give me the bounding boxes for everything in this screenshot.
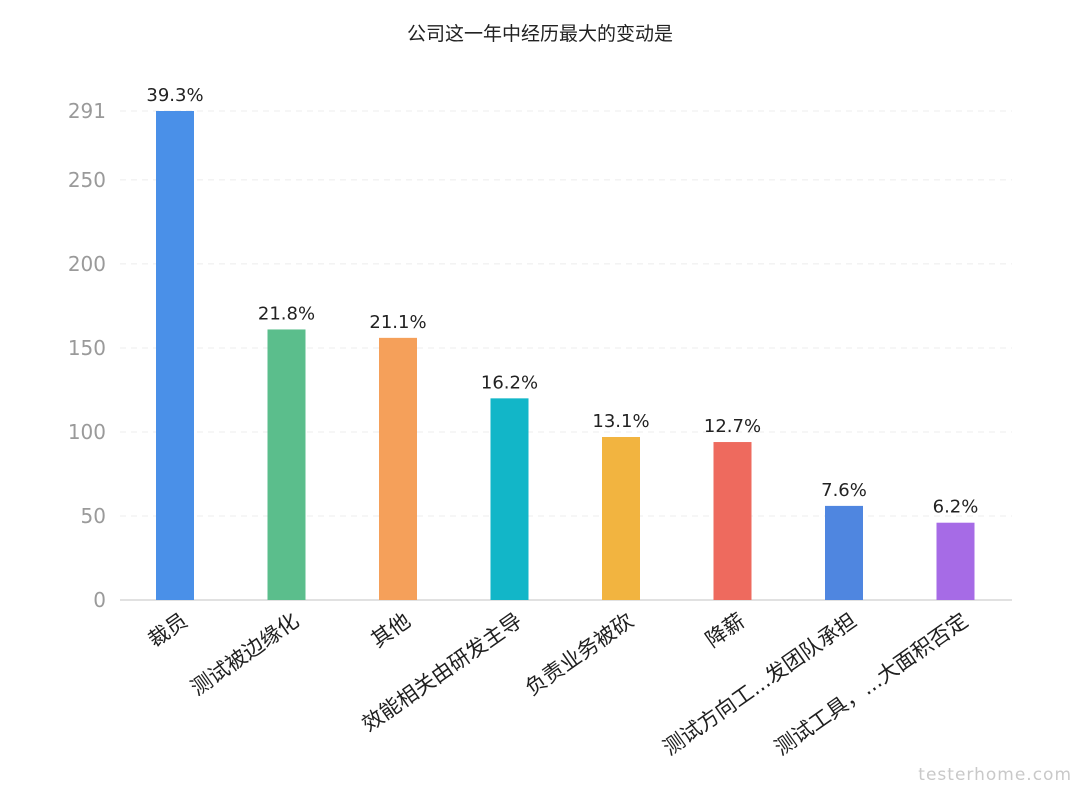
bar	[156, 111, 194, 600]
bar	[267, 329, 306, 600]
bar	[490, 398, 529, 600]
bar	[602, 437, 640, 600]
data-label: 21.8%	[258, 303, 315, 324]
y-tick-label: 50	[81, 504, 106, 528]
y-tick-label: 150	[68, 336, 106, 360]
data-label: 13.1%	[592, 411, 649, 432]
data-label: 16.2%	[481, 372, 538, 393]
data-label: 39.3%	[146, 85, 203, 106]
bars	[156, 111, 975, 600]
gridlines	[120, 110, 1012, 517]
x-tick-label: 测试工具，...大面积否定	[770, 608, 972, 760]
bar	[379, 337, 417, 600]
x-tick-label: 其他	[367, 608, 415, 652]
bar	[825, 505, 863, 600]
x-tick-label: 负责业务被砍	[521, 608, 638, 700]
chart-title: 公司这一年中经历最大的变动是	[407, 23, 673, 45]
y-tick-label: 200	[68, 252, 106, 276]
y-axis: 0 50 100 150 200 250 291	[68, 99, 106, 612]
data-label: 21.1%	[369, 312, 426, 333]
y-tick-label: 291	[68, 99, 106, 123]
y-tick-label: 250	[68, 168, 106, 192]
bar	[713, 442, 752, 600]
x-tick-label: 测试被边缘化	[186, 608, 303, 700]
bar	[936, 522, 975, 600]
x-tick-label: 降薪	[701, 608, 749, 652]
data-label: 7.6%	[821, 480, 867, 501]
y-tick-label: 100	[68, 420, 106, 444]
data-label: 12.7%	[704, 416, 761, 437]
x-tick-label: 测试方向工...发团队承担	[659, 608, 861, 760]
data-label: 6.2%	[933, 497, 979, 518]
watermark: testerhome.com	[918, 765, 1072, 785]
y-tick-label: 0	[93, 588, 106, 612]
x-tick-label: 裁员	[144, 608, 192, 652]
data-labels: 39.3% 21.8% 21.1% 16.2% 13.1% 12.7% 7.6% 6.2%	[146, 85, 978, 518]
